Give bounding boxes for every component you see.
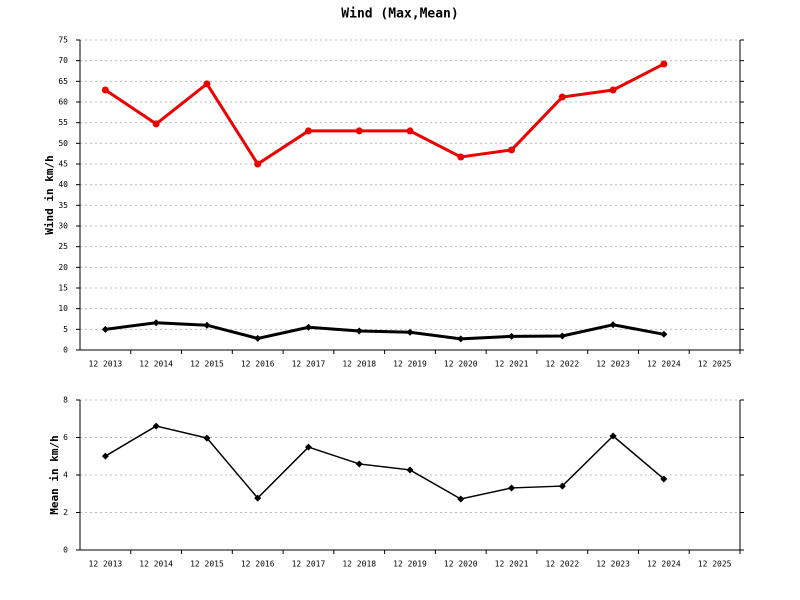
x-tick-label: 12 2014 bbox=[139, 360, 173, 369]
chart-title: Wind (Max,Mean) bbox=[341, 7, 458, 22]
x-tick-label: 12 2015 bbox=[190, 560, 224, 569]
point bbox=[304, 323, 312, 331]
point bbox=[508, 484, 516, 492]
y-tick-label: 60 bbox=[58, 98, 68, 107]
x-tick-label: 12 2015 bbox=[190, 360, 224, 369]
x-tick-label: 12 2020 bbox=[444, 360, 478, 369]
point bbox=[558, 332, 566, 340]
point bbox=[101, 86, 109, 94]
x-tick-label: 12 2024 bbox=[647, 360, 681, 369]
point bbox=[457, 335, 465, 343]
point bbox=[457, 495, 465, 503]
point bbox=[101, 325, 109, 333]
point bbox=[406, 466, 414, 474]
point bbox=[558, 482, 566, 490]
point bbox=[355, 460, 363, 468]
point bbox=[304, 443, 312, 451]
point bbox=[152, 422, 160, 430]
point bbox=[660, 475, 668, 483]
x-tick-label: 12 2024 bbox=[647, 560, 681, 569]
series-line bbox=[105, 321, 665, 341]
x-tick-label: 12 2018 bbox=[342, 360, 376, 369]
series-line bbox=[105, 425, 665, 500]
point bbox=[203, 80, 211, 88]
point bbox=[609, 321, 617, 329]
y-tick-label: 75 bbox=[58, 36, 68, 45]
y-tick-label: 35 bbox=[58, 201, 68, 210]
y-tick-label: 6 bbox=[63, 433, 68, 442]
point bbox=[152, 319, 160, 327]
x-tick-label: 12 2014 bbox=[139, 560, 173, 569]
point bbox=[457, 153, 465, 161]
y-tick-label: 0 bbox=[63, 546, 68, 555]
point bbox=[304, 127, 312, 135]
y-tick-label: 8 bbox=[63, 396, 68, 405]
point bbox=[254, 494, 262, 502]
point bbox=[254, 334, 262, 342]
y-tick-label: 0 bbox=[63, 346, 68, 355]
x-tick-label: 12 2021 bbox=[495, 560, 529, 569]
series-line bbox=[104, 62, 665, 167]
point bbox=[660, 60, 668, 68]
y-tick-label: 2 bbox=[63, 508, 68, 517]
x-tick-label: 12 2023 bbox=[596, 360, 630, 369]
y-tick-label: 10 bbox=[58, 304, 68, 313]
x-tick-label: 12 2022 bbox=[545, 360, 579, 369]
point bbox=[558, 93, 566, 101]
point bbox=[152, 120, 160, 128]
point bbox=[609, 86, 617, 94]
y-tick-label: 55 bbox=[58, 118, 68, 127]
x-tick-label: 12 2019 bbox=[393, 560, 427, 569]
x-tick-label: 12 2025 bbox=[698, 560, 732, 569]
point bbox=[508, 332, 516, 340]
y-tick-label: 20 bbox=[58, 263, 68, 272]
x-tick-label: 12 2020 bbox=[444, 560, 478, 569]
point bbox=[203, 434, 211, 442]
point bbox=[355, 127, 363, 135]
x-tick-label: 12 2017 bbox=[292, 360, 326, 369]
x-tick-label: 12 2016 bbox=[241, 560, 275, 569]
point bbox=[203, 321, 211, 329]
y-tick-label: 50 bbox=[58, 139, 68, 148]
x-tick-label: 12 2021 bbox=[495, 360, 529, 369]
x-tick-label: 12 2019 bbox=[393, 360, 427, 369]
x-tick-label: 12 2013 bbox=[89, 560, 123, 569]
point bbox=[101, 452, 109, 460]
point bbox=[609, 432, 617, 440]
y-tick-label: 65 bbox=[58, 77, 68, 86]
point bbox=[660, 330, 668, 338]
y-tick-label: 25 bbox=[58, 242, 68, 251]
y-tick-label: 5 bbox=[63, 325, 68, 334]
point bbox=[355, 327, 363, 335]
y-tick-label: 4 bbox=[63, 471, 68, 480]
point bbox=[406, 328, 414, 336]
point bbox=[508, 146, 516, 154]
y-tick-label: 45 bbox=[58, 160, 68, 169]
x-tick-label: 12 2023 bbox=[596, 560, 630, 569]
y-axis-label: Mean in km/h bbox=[48, 435, 61, 514]
x-tick-label: 12 2017 bbox=[292, 560, 326, 569]
x-tick-label: 12 2018 bbox=[342, 560, 376, 569]
y-tick-label: 40 bbox=[58, 180, 68, 189]
y-axis-label: Wind in km/h bbox=[43, 155, 56, 234]
x-tick-label: 12 2013 bbox=[89, 360, 123, 369]
y-tick-label: 30 bbox=[58, 222, 68, 231]
point bbox=[254, 160, 262, 168]
x-tick-label: 12 2025 bbox=[698, 360, 732, 369]
x-tick-label: 12 2016 bbox=[241, 360, 275, 369]
y-tick-label: 70 bbox=[58, 56, 68, 65]
y-tick-label: 15 bbox=[58, 284, 68, 293]
x-tick-label: 12 2022 bbox=[545, 560, 579, 569]
point bbox=[406, 127, 414, 135]
